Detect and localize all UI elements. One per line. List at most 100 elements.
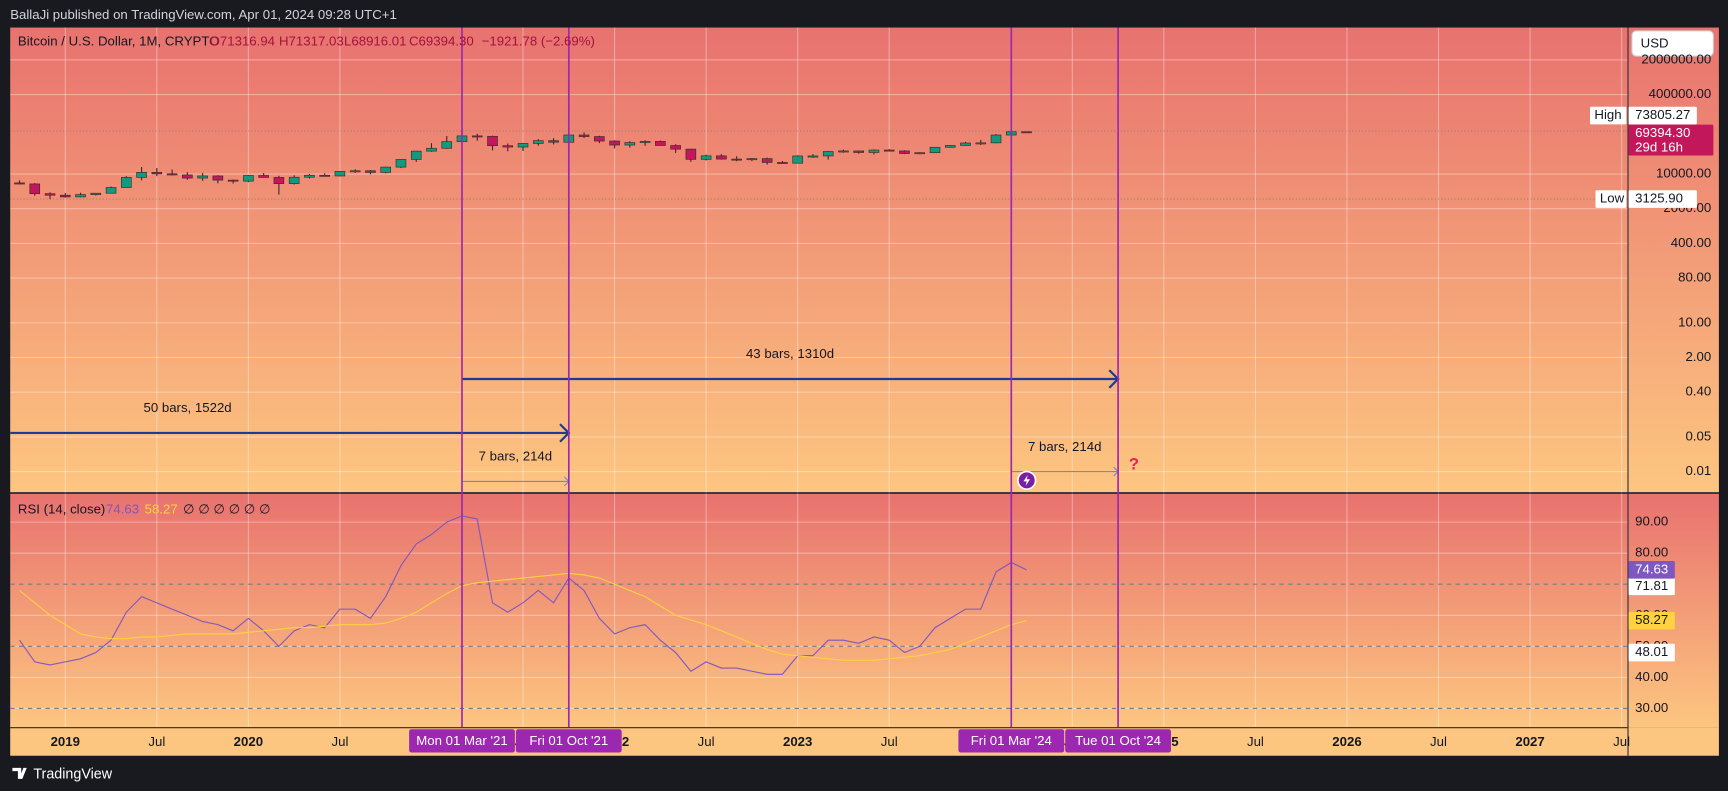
x-tick-label: 2023 [783,734,812,749]
candle-body [304,174,315,178]
rsi-last-value-box [1628,561,1675,579]
y-tick-label: 0.05 [1685,428,1711,443]
candle-body [990,134,1002,144]
candle-body [90,192,102,195]
candle-body [838,150,849,153]
candle-body [60,194,71,198]
candle-body [273,177,285,184]
candle-body [227,179,239,182]
rsi-last-value: 74.63 [1635,561,1668,576]
candle-body [883,149,895,152]
chart-layer: 2019Jul2020JulJul2022Jul2023JulJul2025Ju… [10,27,1714,753]
y-tick-label: 80.00 [1678,270,1711,285]
logo-icon [12,767,27,779]
candle-body [44,193,56,196]
candle-body [75,194,86,198]
candle-body [700,155,712,160]
level-value: 71.81 [1635,578,1668,593]
x-tick-label: Jul [881,734,898,749]
x-tick-label: Jul [1430,734,1447,749]
level-value: 48.01 [1635,644,1668,659]
button-label[interactable]: USD [1641,36,1669,51]
candle-body [319,174,330,177]
y-tick-label: 40.00 [1635,669,1668,684]
x-tick-label: Jul [698,734,715,749]
price-pane [10,27,1719,493]
ohlc-value: O71316.94 [210,33,275,48]
candle-body [121,177,132,188]
event-icon-bolt [1023,474,1031,486]
candle-body [380,166,391,173]
rsi-title: RSI (14, close) [18,502,105,517]
y-tick-label: 10.00 [1678,314,1711,329]
candle-body [136,172,147,178]
y-tick-label: 10000.00 [1656,166,1711,181]
candle-body [975,142,987,145]
publisher: BallaJi published on TradingView.com, Ap… [10,7,397,22]
last-price-box [1628,124,1714,156]
rsi-line [19,572,1027,661]
high-label-box [1590,106,1627,125]
ohlc-value: L68916.01 [344,33,407,48]
high-value-box [1628,106,1697,125]
level-value-box [1628,643,1675,662]
y-tick-label: 0.01 [1685,463,1711,478]
footer-logo: TradingView [12,766,113,782]
x-tick-label: Jul [331,734,348,749]
marker-label: Fri 01 Oct '21 [529,733,608,748]
range-label: 7 bars, 214d [1028,439,1102,454]
candle-body [426,147,437,152]
candle-body [578,134,590,137]
candle-body [822,151,834,157]
range-label: 7 bars, 214d [479,449,553,464]
low-label-box [1595,190,1627,208]
candle-body [487,135,498,147]
y-tick-label: 30.00 [1635,700,1668,715]
last-price: 69394.30 [1635,125,1690,140]
rsi-ma-last-value-box [1628,611,1675,630]
candle-body [731,158,742,161]
candle-body [853,150,865,153]
annotation: ? [1129,454,1139,473]
y-tick-label: 400.00 [1671,235,1711,250]
x-tick-label: 2027 [1515,734,1544,749]
marker-label-box [409,729,515,753]
candle-body [639,141,651,143]
x-tick-label: Jul [1613,734,1630,749]
candle-body [533,140,544,144]
marker-label-box [515,729,622,753]
low-label: Low [1600,191,1625,206]
high-label: High [1594,107,1621,122]
candle-body [441,141,453,149]
y-tick-label: 90.00 [1635,514,1668,529]
candle-body [944,145,956,148]
candle-body [868,149,880,153]
candle-body [410,150,422,160]
symbol-title: Bitcoin / U.S. Dollar, 1M, CRYPTO [18,33,220,48]
y-tick-label: 400000.00 [1649,86,1711,101]
candle-body [349,170,361,173]
candle-body [792,155,803,164]
candle-body [151,172,163,175]
candle-body [609,140,620,146]
x-tick-label: 2019 [51,734,80,749]
x-tick-label: 2020 [234,734,263,749]
candle-body [960,142,971,146]
y-tick-label: 80.00 [1635,545,1668,560]
candle-body [685,148,697,160]
candle-body [807,155,819,158]
marker-label-box [958,729,1065,753]
low-value: 3125.90 [1635,191,1683,206]
candle-body [365,170,376,173]
button-box[interactable] [1631,30,1714,57]
candle-body [594,136,605,142]
candle-body [182,174,193,179]
candle-body [395,159,407,168]
candle-body [166,173,178,176]
candle-body [243,175,254,182]
usd-button[interactable]: USD [1631,30,1714,57]
candle-body [777,162,788,164]
candle-body [899,150,910,154]
candle-body [212,175,224,181]
candle-body [548,140,559,143]
